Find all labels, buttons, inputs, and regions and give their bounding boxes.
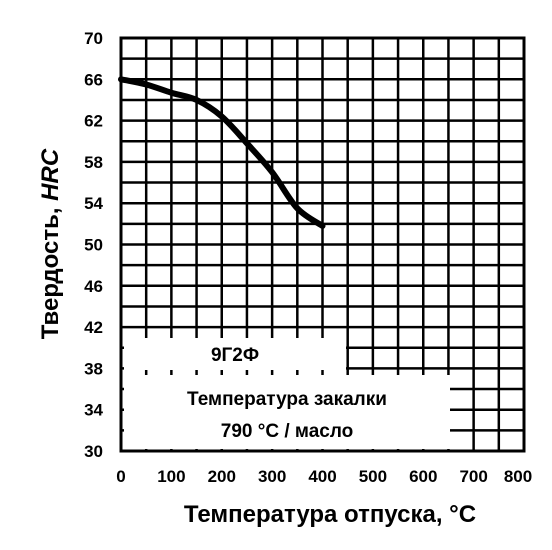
y-tick-label: 58 [84, 153, 103, 172]
x-tick-labels: 0 100 200 300 400 500 600 700 800 [116, 467, 532, 486]
x-axis-title: Температура отпуска, °C [184, 501, 476, 528]
x-tick-label: 200 [208, 467, 236, 486]
y-tick-labels: 70 66 62 58 54 50 46 42 38 34 30 [84, 29, 103, 461]
y-tick-label: 46 [84, 277, 103, 296]
steel-grade-box [124, 338, 346, 370]
y-axis-title-text: Твердость, [37, 201, 64, 339]
y-tick-label: 38 [84, 359, 103, 378]
x-tick-label: 400 [308, 467, 336, 486]
x-tick-label: 600 [409, 467, 437, 486]
y-tick-label: 70 [84, 29, 103, 48]
y-tick-label: 34 [84, 401, 103, 420]
x-tick-label: 800 [504, 467, 532, 486]
x-tick-label: 500 [359, 467, 387, 486]
y-axis-title-unit: HRC [37, 148, 64, 201]
y-tick-label: 30 [84, 442, 103, 461]
y-tick-label: 50 [84, 236, 103, 255]
y-tick-label: 66 [84, 70, 103, 89]
y-tick-label: 42 [84, 318, 103, 337]
x-tick-label: 0 [116, 467, 125, 486]
x-tick-label: 100 [157, 467, 185, 486]
hardness-curve [118, 76, 326, 229]
quench-info-box [124, 375, 450, 449]
quench-info-line2: 790 °C / масло [221, 421, 354, 442]
plot-frame [119, 36, 526, 453]
y-axis-title: Твердость, HRC [37, 148, 64, 339]
y-tick-label: 54 [84, 194, 103, 213]
x-tick-label: 700 [459, 467, 487, 486]
y-tick-label: 62 [84, 112, 103, 131]
quench-info-line1: Температура закалки [187, 389, 387, 410]
steel-grade-label: 9Г2Ф [211, 345, 259, 366]
x-tick-label: 300 [258, 467, 286, 486]
